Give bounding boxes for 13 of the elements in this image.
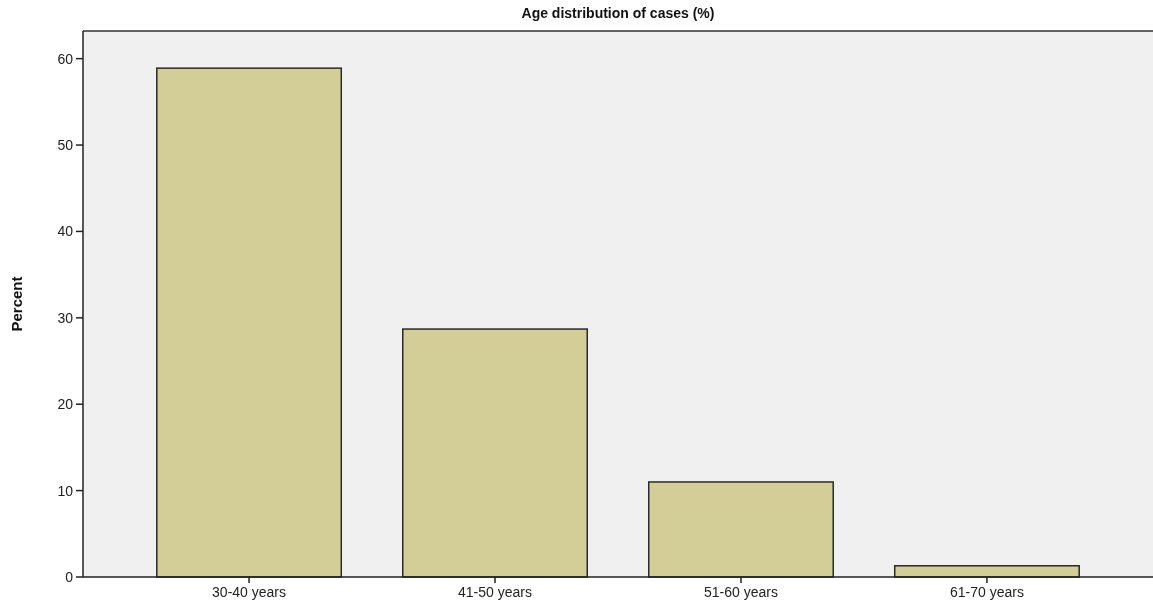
y-tick-label: 50 <box>57 136 74 153</box>
y-tick-label: 10 <box>57 482 74 499</box>
y-tick-label: 40 <box>57 223 74 240</box>
x-tick-label: 51-60 years <box>704 584 778 600</box>
y-tick-label: 60 <box>57 50 74 67</box>
y-tick-label: 30 <box>57 309 74 326</box>
x-tick-label: 61-70 years <box>950 584 1024 600</box>
chart-title: Age distribution of cases (%) <box>521 5 715 21</box>
x-tick-label: 30-40 years <box>212 584 286 600</box>
y-tick-label: 20 <box>57 396 74 413</box>
y-axis-title: Percent <box>8 276 25 332</box>
y-tick-label: 0 <box>65 568 74 585</box>
x-tick-label: 41-50 years <box>458 584 532 600</box>
